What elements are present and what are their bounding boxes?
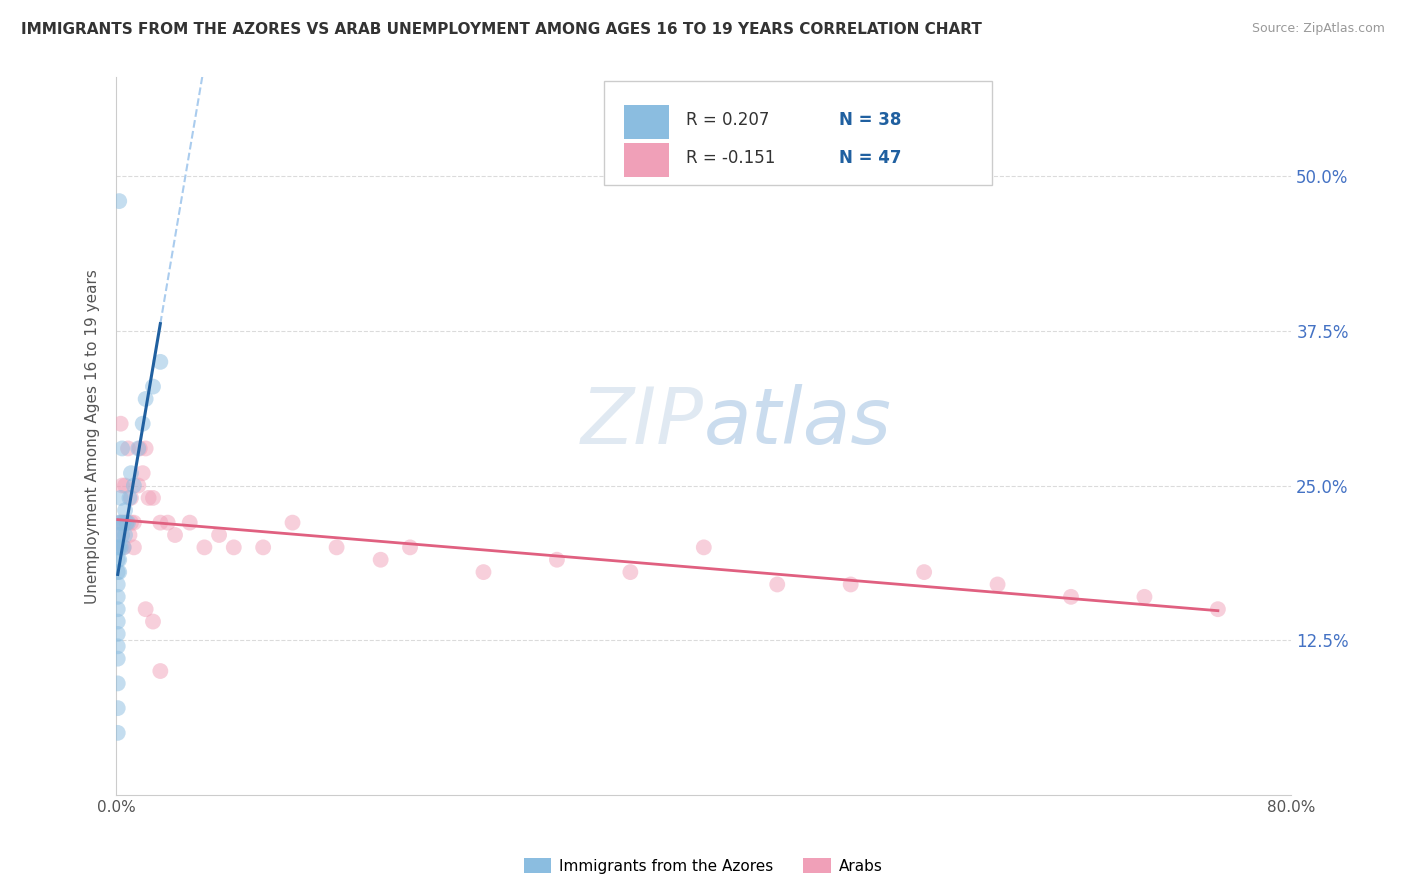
Point — [115, 516, 138, 530]
Point — [128, 442, 150, 456]
Point — [149, 355, 172, 369]
Point — [108, 553, 131, 567]
Point — [122, 541, 145, 555]
Point — [138, 491, 160, 505]
Text: IMMIGRANTS FROM THE AZORES VS ARAB UNEMPLOYMENT AMONG AGES 16 TO 19 YEARS CORREL: IMMIGRANTS FROM THE AZORES VS ARAB UNEMP… — [21, 22, 981, 37]
Point — [107, 726, 129, 740]
Point — [107, 602, 129, 616]
Point — [108, 516, 131, 530]
Point — [112, 516, 135, 530]
Text: R = 0.207: R = 0.207 — [686, 112, 769, 129]
Point — [108, 194, 131, 208]
Point — [156, 516, 179, 530]
Point — [135, 602, 157, 616]
Point — [107, 553, 129, 567]
Text: atlas: atlas — [704, 384, 891, 459]
Point — [112, 541, 135, 555]
Point — [208, 528, 231, 542]
Point — [107, 541, 129, 555]
Text: N = 47: N = 47 — [839, 149, 901, 167]
Bar — [624, 143, 668, 178]
Point — [120, 491, 142, 505]
Point — [149, 664, 172, 678]
Point — [112, 516, 135, 530]
Point — [122, 516, 145, 530]
Point — [110, 516, 132, 530]
Point — [107, 640, 129, 654]
Point — [987, 577, 1010, 591]
Point — [107, 541, 129, 555]
Point — [135, 442, 157, 456]
Point — [142, 491, 165, 505]
Text: ZIP: ZIP — [581, 384, 704, 459]
Point — [127, 442, 149, 456]
Point — [325, 541, 347, 555]
Point — [110, 491, 132, 505]
Point — [252, 541, 274, 555]
Point — [132, 417, 155, 431]
Point — [1060, 590, 1083, 604]
Point — [108, 528, 131, 542]
Text: Source: ZipAtlas.com: Source: ZipAtlas.com — [1251, 22, 1385, 36]
Point — [1206, 602, 1229, 616]
Point — [114, 503, 136, 517]
Point — [142, 379, 165, 393]
Text: R = -0.151: R = -0.151 — [686, 149, 776, 167]
Point — [118, 491, 141, 505]
Point — [111, 478, 134, 492]
Point — [118, 528, 141, 542]
Point — [117, 442, 139, 456]
Point — [107, 615, 129, 629]
Point — [107, 577, 129, 591]
Point — [693, 541, 716, 555]
Point — [149, 516, 172, 530]
Point — [132, 466, 155, 480]
Point — [120, 516, 142, 530]
Point — [110, 417, 132, 431]
Point — [112, 541, 135, 555]
Point — [114, 528, 136, 542]
Point — [912, 565, 935, 579]
Point — [370, 553, 392, 567]
Point — [107, 701, 129, 715]
Point — [107, 676, 129, 690]
Point — [120, 466, 142, 480]
Point — [111, 442, 134, 456]
Point — [108, 541, 131, 555]
Bar — [624, 105, 668, 139]
Point — [281, 516, 304, 530]
Point — [472, 565, 495, 579]
Point — [766, 577, 789, 591]
Point — [839, 577, 862, 591]
Point — [110, 516, 132, 530]
Legend: Immigrants from the Azores, Arabs: Immigrants from the Azores, Arabs — [517, 852, 889, 880]
Point — [107, 627, 129, 641]
Point — [108, 565, 131, 579]
Y-axis label: Unemployment Among Ages 16 to 19 years: Unemployment Among Ages 16 to 19 years — [86, 268, 100, 604]
Point — [193, 541, 215, 555]
Point — [117, 516, 139, 530]
Point — [107, 565, 129, 579]
Point — [107, 590, 129, 604]
Point — [179, 516, 201, 530]
Point — [110, 541, 132, 555]
Point — [1133, 590, 1156, 604]
Point — [127, 478, 149, 492]
Text: N = 38: N = 38 — [839, 112, 901, 129]
Point — [107, 651, 129, 665]
Point — [111, 528, 134, 542]
Point — [142, 615, 165, 629]
Point — [163, 528, 186, 542]
Point — [619, 565, 641, 579]
Point — [222, 541, 245, 555]
Point — [115, 516, 138, 530]
Point — [399, 541, 422, 555]
FancyBboxPatch shape — [605, 81, 991, 185]
Point — [122, 478, 145, 492]
Point — [114, 478, 136, 492]
Point — [546, 553, 568, 567]
Point — [107, 528, 129, 542]
Point — [135, 392, 157, 406]
